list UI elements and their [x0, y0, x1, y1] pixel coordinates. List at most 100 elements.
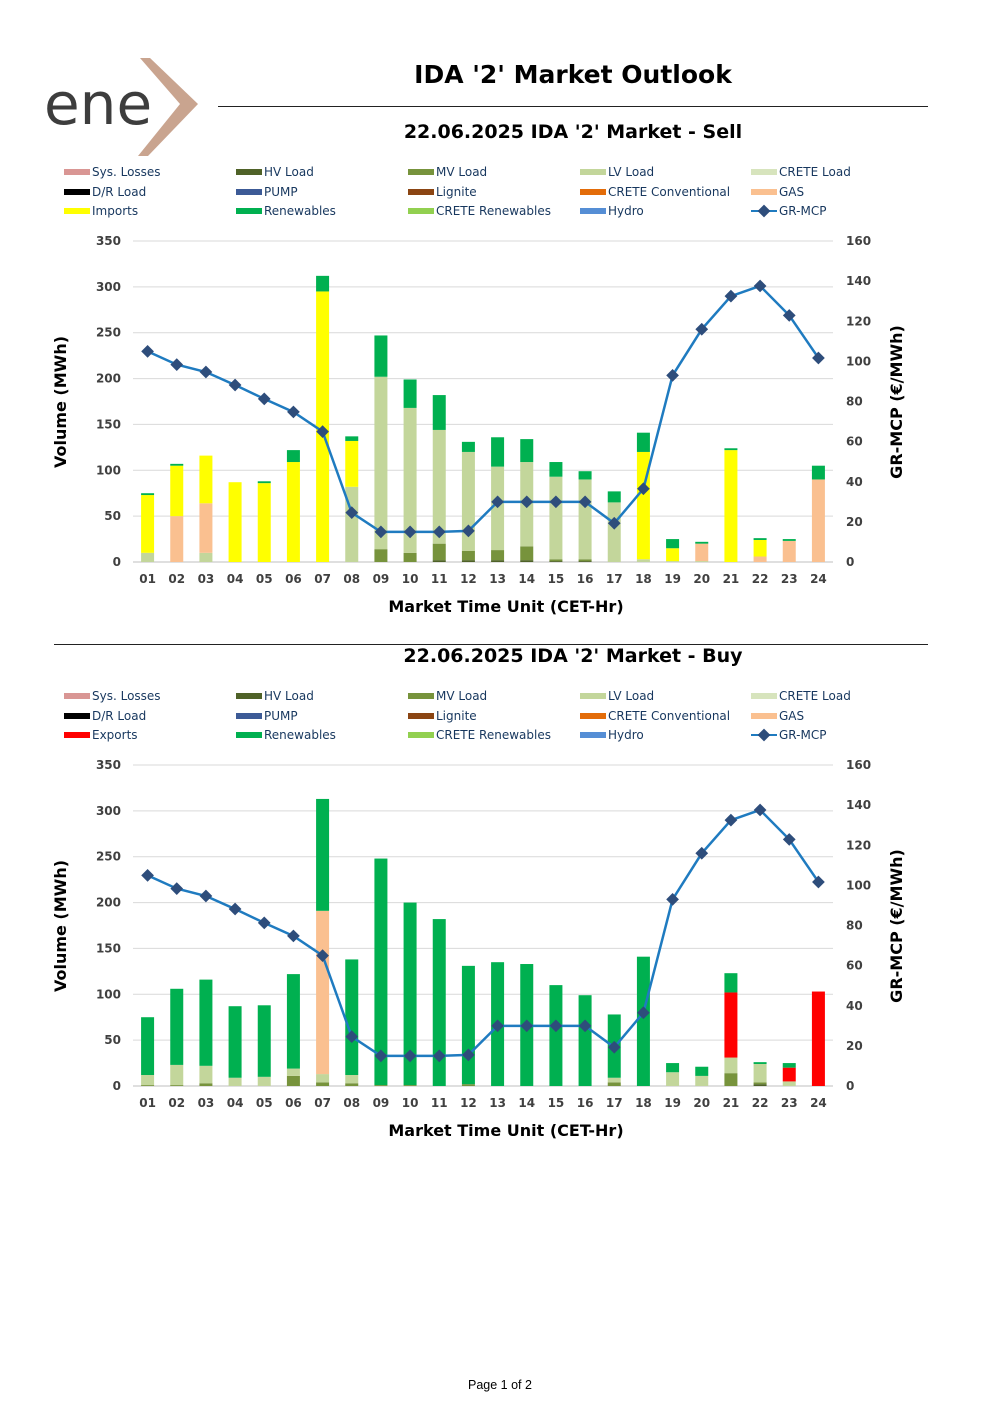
legend-item-renewables: Renewables: [236, 728, 336, 742]
bar-segment-renewables: [345, 436, 359, 441]
legend-item-lignite: Lignite: [408, 709, 477, 723]
bar-segment-lv-load: [316, 1074, 330, 1083]
x-tick-label: 08: [343, 572, 360, 586]
bar-segment-mv-load: [724, 1073, 738, 1086]
chart-title: 22.06.2025 IDA '2' Market - Buy: [403, 645, 743, 667]
bar-segment-hv-load: [520, 560, 534, 562]
y2-tick-label: 0: [846, 555, 854, 569]
bar-segment-mv-load: [199, 1083, 213, 1086]
y2-axis-title: GR-MCP (€/MWh): [887, 849, 906, 1003]
bar-segment-lv-load: [141, 1074, 155, 1086]
legend-label: HV Load: [264, 165, 314, 179]
bar-segment-imports: [666, 548, 680, 562]
bar-segment-renewables: [141, 1017, 155, 1075]
y-tick-label: 100: [96, 463, 121, 477]
x-tick-label: 01: [139, 1096, 156, 1110]
bar-segment-lv-load: [666, 561, 680, 562]
bar-segment-mv-load: [374, 549, 388, 562]
bar-segment-lv-load: [199, 552, 213, 562]
bar-segment-imports: [170, 465, 184, 517]
x-tick-label: 18: [635, 1096, 652, 1110]
legend-item-hydro: Hydro: [580, 204, 644, 218]
sell-chart-svg: Sys. Losses HV Load MV Load LV Load CRETE Lo…: [51, 165, 906, 616]
legend-swatch: [236, 169, 262, 175]
legend-swatch: [580, 208, 606, 214]
gr-mcp-point: [257, 916, 271, 930]
y2-tick-label: 160: [846, 758, 871, 772]
bar-segment-lv-load: [695, 561, 709, 562]
bar-segment-exports: [811, 991, 825, 1086]
bar-segment-mv-load: [607, 1082, 621, 1086]
bar-segment-renewables: [461, 441, 475, 452]
bar-segment-renewables: [432, 395, 446, 430]
bar-segment-renewables: [461, 965, 475, 1085]
legend-item-crete-renewables: CRETE Renewables: [408, 728, 551, 742]
legend-label: D/R Load: [92, 709, 146, 723]
x-tick-label: 21: [723, 1096, 740, 1110]
y-tick-label: 200: [96, 372, 121, 386]
y2-tick-label: 140: [846, 274, 871, 288]
x-tick-label: 14: [518, 572, 535, 586]
y2-axis-title: GR-MCP (€/MWh): [887, 325, 906, 479]
x-tick-label: 08: [343, 1096, 360, 1110]
bar-segment-renewables: [549, 985, 563, 1086]
x-tick-label: 13: [489, 1096, 506, 1110]
bar-segment-lv-load: [257, 1076, 271, 1086]
bar-segment-mv-load: [316, 1082, 330, 1086]
gr-mcp-point: [199, 365, 213, 379]
x-tick-label: 07: [314, 572, 331, 586]
bar-segment-renewables: [345, 959, 359, 1075]
bar-segment-lv-load: [695, 1075, 709, 1086]
legend-item-hv-load: HV Load: [236, 165, 314, 179]
legend-label: Lignite: [436, 709, 477, 723]
legend-label: Hydro: [608, 728, 644, 742]
legend-label: CRETE Renewables: [436, 204, 551, 218]
legend-swatch: [408, 693, 434, 699]
bar-segment-renewables: [491, 437, 505, 467]
y-axis-title: Volume (MWh): [51, 336, 70, 468]
bar-segment-lv-load: [666, 1072, 680, 1086]
gr-mcp-point: [199, 889, 213, 903]
legend-label: Renewables: [264, 204, 336, 218]
page-title: IDA '2' Market Outlook: [414, 60, 732, 89]
legend-diamond-marker: [757, 204, 771, 218]
bar-segment-exports: [724, 992, 738, 1058]
legend-swatch: [580, 169, 606, 175]
bar-segment-renewables: [170, 988, 184, 1065]
bar-segment-hv-load: [461, 560, 475, 562]
bar-segment-renewables: [170, 463, 184, 466]
y-tick-label: 50: [104, 1033, 121, 1047]
bar-segment-hv-load: [549, 561, 563, 562]
x-tick-label: 15: [548, 572, 565, 586]
bar-segment-renewables: [432, 919, 446, 1086]
gr-mcp-point: [257, 392, 271, 406]
x-tick-label: 24: [810, 1096, 827, 1110]
y-tick-label: 0: [113, 1079, 121, 1093]
y2-tick-label: 80: [846, 919, 863, 933]
legend-swatch: [64, 189, 90, 195]
gr-mcp-point: [287, 405, 300, 419]
bar-segment-lv-load: [374, 376, 388, 550]
bar-segment-renewables: [811, 465, 825, 480]
bar-segment-mv-load: [432, 543, 446, 561]
y2-tick-label: 120: [846, 314, 871, 328]
y2-tick-label: 20: [846, 515, 863, 529]
x-tick-label: 09: [373, 1096, 390, 1110]
bar-segment-lv-load: [782, 1081, 796, 1086]
x-tick-label: 01: [139, 572, 156, 586]
x-tick-label: 19: [664, 572, 681, 586]
sell-chart: 22.06.2025 IDA '2' Market - Sell Sys. Lo…: [0, 115, 1000, 635]
legend-item-gas: GAS: [751, 185, 804, 199]
legend-swatch: [64, 732, 90, 738]
legend-label: CRETE Conventional: [608, 709, 730, 723]
bar-segment-mv-load: [491, 550, 505, 561]
bar-segment-imports: [228, 482, 242, 562]
x-tick-label: 21: [723, 572, 740, 586]
y-tick-label: 350: [96, 234, 121, 248]
x-tick-label: 06: [285, 572, 302, 586]
legend-label: Sys. Losses: [92, 165, 161, 179]
bar-segment-renewables: [782, 539, 796, 541]
bar-segment-lv-load: [170, 1064, 184, 1086]
bar-segment-gas: [782, 540, 796, 562]
bar-segment-renewables: [695, 541, 709, 544]
